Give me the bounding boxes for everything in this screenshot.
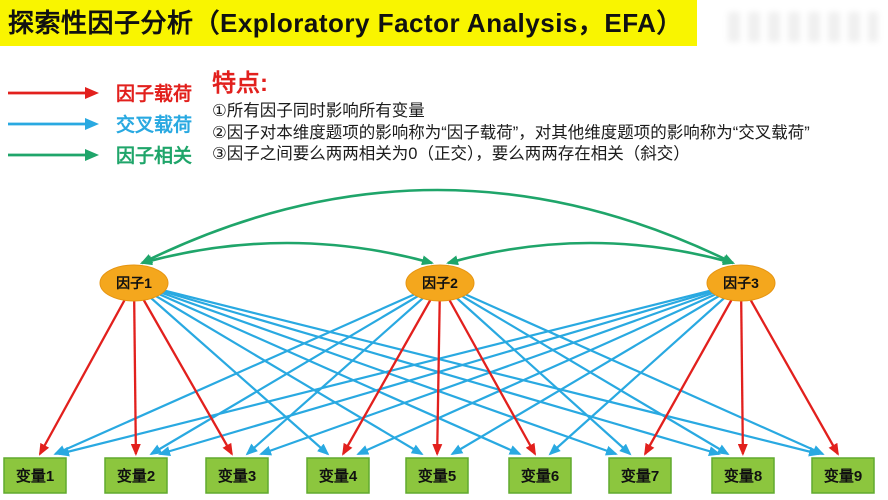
factor-loading-arrow bbox=[644, 282, 743, 456]
variable-node-V2 bbox=[104, 457, 168, 494]
variable-label: 变量7 bbox=[621, 467, 659, 485]
factor-loading-arrow bbox=[432, 282, 443, 456]
variable-label: 变量4 bbox=[319, 467, 358, 485]
page-title: 探索性因子分析（Exploratory Factor Analysis，EFA） bbox=[0, 0, 697, 46]
legend-label: 交叉载荷 bbox=[116, 115, 193, 136]
cross-loading-arrow bbox=[133, 282, 330, 456]
legend-item-cross-loading: 交叉载荷 bbox=[6, 113, 193, 136]
factor-correlation-arc bbox=[140, 241, 434, 266]
features-heading: 特点: bbox=[212, 70, 268, 97]
factor-loading-arrow bbox=[438, 282, 537, 456]
variable-node-V8 bbox=[711, 457, 775, 494]
factor-label: 因子3 bbox=[723, 275, 759, 291]
arrow-legend: 因子载荷交叉载荷因子相关 bbox=[6, 82, 193, 167]
variable-label: 变量8 bbox=[724, 467, 762, 485]
variable-node-V1 bbox=[3, 457, 67, 494]
legend-label: 因子相关 bbox=[116, 146, 193, 167]
variable-label: 变量1 bbox=[16, 467, 54, 485]
cross-loading-arrow bbox=[439, 282, 730, 456]
factor-loading-arrow bbox=[38, 282, 136, 456]
factor-label: 因子1 bbox=[116, 275, 152, 291]
feature-item-1: ①所有因子同时影响所有变量 bbox=[212, 102, 425, 120]
variable-node-V6 bbox=[508, 457, 572, 494]
cross-loading-arrow bbox=[53, 281, 441, 456]
variable-node-V7 bbox=[608, 457, 672, 494]
factor-correlation-arc bbox=[140, 188, 735, 265]
cross-loading-arrow bbox=[149, 282, 441, 456]
blurred-watermark bbox=[728, 12, 878, 42]
cross-loading-arrow bbox=[133, 282, 424, 456]
variable-node-V5 bbox=[405, 457, 469, 494]
cross-loading-arrow bbox=[439, 281, 825, 456]
variable-node-V3 bbox=[205, 457, 269, 494]
factor-loading-arrow bbox=[133, 282, 233, 456]
factor-loading-arrow bbox=[342, 282, 442, 456]
cross-loading-arrow bbox=[133, 281, 618, 456]
cross-loading-arrow bbox=[133, 281, 721, 456]
cross-loading-arrow bbox=[356, 281, 742, 456]
factor-correlation-arrow-icon bbox=[8, 148, 99, 161]
cross-loading-arrow bbox=[133, 281, 522, 456]
variable-label: 变量9 bbox=[824, 467, 862, 485]
features-list: ①所有因子同时影响所有变量 ②因子对本维度题项的影响称为“因子载荷”，对其他维度题… bbox=[212, 101, 888, 166]
variable-label: 变量2 bbox=[117, 467, 155, 485]
cross-loading-arrow bbox=[439, 282, 632, 456]
cross-loading-arrow-icon bbox=[8, 117, 99, 130]
factor-loading-arrow bbox=[739, 282, 839, 456]
factor-loading-arrow-icon bbox=[8, 86, 99, 99]
factor-node-F1 bbox=[99, 264, 169, 302]
feature-item-2: ②因子对本维度题项的影响称为“因子载荷”，对其他维度题项的影响称为“交叉载荷” bbox=[212, 123, 810, 142]
factor-node-F3 bbox=[706, 264, 776, 302]
cross-loading-arrow bbox=[259, 281, 742, 456]
variable-node-V9 bbox=[811, 457, 875, 494]
factor-node-F2 bbox=[405, 264, 475, 302]
cross-loading-arrow bbox=[450, 282, 742, 456]
cross-loading-arrow bbox=[548, 282, 742, 456]
legend-item-factor-correlation: 因子相关 bbox=[6, 144, 193, 167]
factor-loading-arrow bbox=[737, 282, 748, 456]
feature-item-3: ③因子之间要么两两相关为0（正交），要么两两存在相关（斜交） bbox=[212, 145, 690, 163]
cross-loading-arrow bbox=[57, 281, 742, 457]
variable-label: 变量5 bbox=[418, 467, 456, 485]
variable-node-V4 bbox=[306, 457, 370, 494]
features-block: 特点: ①所有因子同时影响所有变量 ②因子对本维度题项的影响称为“因子载荷”，对其… bbox=[212, 63, 888, 166]
legend-item-factor-loading: 因子载荷 bbox=[6, 82, 193, 105]
cross-loading-arrow bbox=[133, 281, 821, 457]
factor-loading-arrow bbox=[130, 282, 141, 456]
cross-loading-arrow bbox=[158, 281, 742, 456]
variable-label: 变量3 bbox=[218, 467, 256, 485]
legend-label: 因子载荷 bbox=[116, 84, 193, 105]
cross-loading-arrow bbox=[245, 282, 441, 456]
factor-label: 因子2 bbox=[422, 275, 458, 291]
factor-correlation-arc bbox=[446, 241, 735, 266]
variable-label: 变量6 bbox=[521, 467, 559, 485]
